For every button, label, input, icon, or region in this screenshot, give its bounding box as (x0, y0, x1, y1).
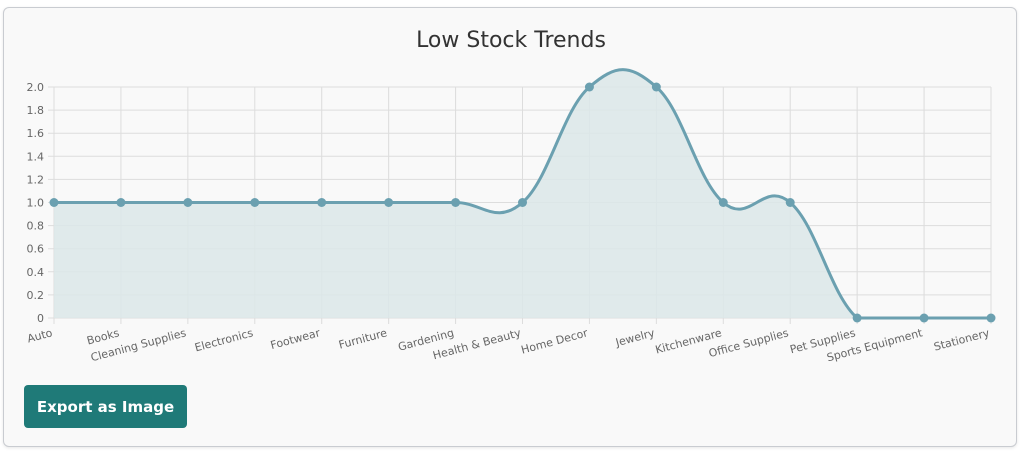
y-tick-label: 1.0 (27, 197, 45, 210)
data-point-9[interactable] (651, 82, 661, 92)
series-line (54, 68, 991, 320)
y-axis-ticks: 0 0.2 0.4 0.6 0.8 1.0 1.2 1.4 1.6 1.8 2.0 (27, 81, 45, 325)
y-tick-label: 0 (37, 312, 44, 325)
low-stock-area-chart: 0 0.2 0.4 0.6 0.8 1.0 1.2 1.4 1.6 1.8 2.0 Auto Book… (26, 68, 996, 364)
export-as-image-button[interactable]: Export as Image (24, 385, 187, 428)
y-tick-label: 1.6 (27, 127, 45, 140)
series-low-stock (54, 68, 991, 320)
data-point-7[interactable] (518, 198, 527, 207)
y-tick-label: 0.2 (27, 289, 45, 302)
data-point-3[interactable] (250, 198, 260, 207)
y-tick-label: 2.0 (27, 81, 45, 94)
data-point-13[interactable] (919, 313, 929, 323)
x-tick-label: Furniture (337, 326, 388, 351)
y-tick-label: 0.4 (27, 266, 45, 279)
x-tick-label: Auto (26, 326, 54, 345)
data-point-0[interactable] (49, 198, 59, 207)
data-point-14[interactable] (986, 313, 996, 323)
chart-title: Low Stock Trends (416, 28, 606, 53)
data-point-6[interactable] (451, 198, 461, 207)
area-fill (54, 69, 991, 318)
y-tick-label: 1.2 (27, 173, 45, 186)
y-tick-label: 0.8 (27, 220, 45, 233)
x-tick-label: Footwear (269, 326, 322, 352)
x-tick-label: Stationery (932, 326, 991, 353)
x-tick-label: Home Decor (520, 326, 590, 356)
data-point-12[interactable] (852, 313, 862, 323)
data-point-1[interactable] (116, 198, 126, 207)
data-point-2[interactable] (183, 198, 193, 207)
y-tick-label: 0.6 (27, 243, 45, 256)
chart-card: Low Stock Trends 0 0.2 0.4 0.6 0.8 1.0 1.2 1.4 1… (3, 7, 1017, 447)
x-tick-label: Electronics (193, 326, 255, 354)
data-point-11[interactable] (785, 198, 795, 207)
data-point-4[interactable] (317, 198, 327, 207)
data-point-5[interactable] (384, 198, 394, 207)
y-tick-label: 1.4 (27, 150, 45, 163)
y-tick-label: 1.8 (27, 104, 45, 117)
data-points (49, 82, 996, 323)
x-tick-label: Jewelry (613, 326, 656, 349)
data-point-8[interactable] (584, 82, 594, 92)
data-point-10[interactable] (718, 198, 728, 207)
